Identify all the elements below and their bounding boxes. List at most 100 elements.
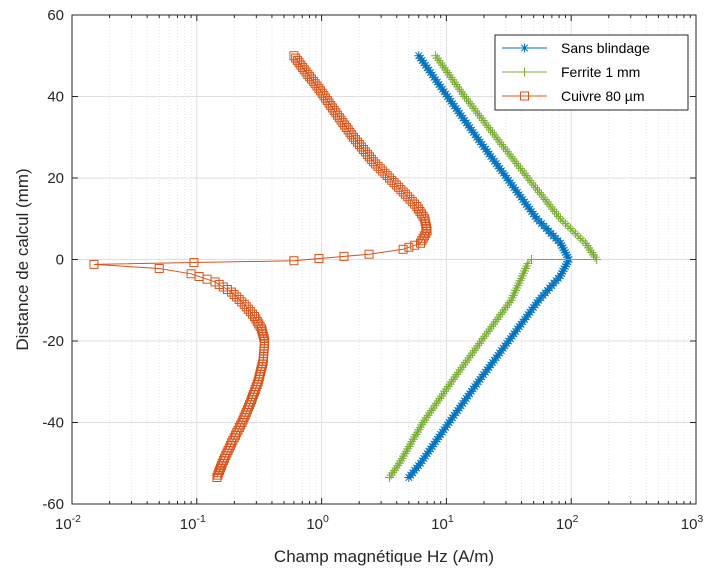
series-marker <box>436 58 446 68</box>
marker-square <box>364 249 374 259</box>
series-marker <box>448 75 458 85</box>
marker-square <box>412 202 422 212</box>
legend-label: Ferrite 1 mm <box>561 64 640 80</box>
x-axis-label: Champ magnétique Hz (A/m) <box>274 547 494 566</box>
series-marker <box>471 343 481 353</box>
series-marker <box>394 182 404 192</box>
series-marker <box>326 100 336 110</box>
series-marker <box>467 348 477 358</box>
series-marker <box>89 259 99 269</box>
series-marker <box>460 92 470 101</box>
series-marker <box>428 403 438 413</box>
series-marker <box>483 326 493 336</box>
series-marker <box>255 321 265 331</box>
marker-square <box>418 211 428 221</box>
series-marker <box>501 302 511 312</box>
marker-square <box>217 458 227 468</box>
marker-square <box>396 185 406 195</box>
series-marker <box>446 72 456 82</box>
marker-square <box>257 326 267 336</box>
series-marker <box>329 105 339 115</box>
series-marker <box>403 444 413 454</box>
series-marker <box>408 434 418 444</box>
series-marker <box>494 312 504 322</box>
marker-square <box>215 463 225 473</box>
marker-square <box>255 321 265 331</box>
series-marker <box>443 68 453 78</box>
series-marker <box>568 226 578 236</box>
series-marker <box>364 249 374 259</box>
series-marker <box>426 406 436 416</box>
series-marker <box>510 156 520 166</box>
series-marker <box>371 159 381 169</box>
series-marker <box>480 118 490 128</box>
marker-square <box>229 290 239 300</box>
series-marker <box>227 287 237 297</box>
series-marker <box>538 192 548 202</box>
series-marker <box>486 125 496 135</box>
marker-square <box>291 53 301 63</box>
series-marker <box>411 429 421 439</box>
series-marker <box>476 336 486 346</box>
marker-square <box>327 103 337 113</box>
marker-square <box>89 259 99 269</box>
series-marker <box>495 137 505 147</box>
series-marker <box>247 309 257 319</box>
x-tick-label-exponent: 3 <box>697 513 703 525</box>
y-tick-label: -20 <box>42 333 64 350</box>
marker-square <box>373 161 383 171</box>
series-marker <box>413 204 423 214</box>
series-marker <box>523 259 533 269</box>
series-marker <box>476 113 486 123</box>
marker-square <box>407 197 417 207</box>
series-marker <box>492 314 502 324</box>
series-marker <box>563 221 573 231</box>
series-marker <box>469 103 479 113</box>
series-marker <box>389 178 399 188</box>
series-marker <box>214 468 224 478</box>
series-marker <box>499 305 509 315</box>
series-marker <box>493 135 503 145</box>
series-marker <box>444 70 454 80</box>
series-marker <box>565 224 575 234</box>
series-marker <box>517 166 527 176</box>
marker-square <box>189 258 199 268</box>
series-marker <box>368 157 378 167</box>
series-marker <box>378 166 388 176</box>
marker-square <box>216 461 226 471</box>
series-marker <box>512 283 522 293</box>
marker-square <box>314 254 324 264</box>
series-marker <box>464 353 474 363</box>
series-marker <box>506 295 516 305</box>
marker-square <box>213 470 223 480</box>
series-marker <box>548 204 558 214</box>
series-marker <box>461 358 471 368</box>
marker-square <box>403 192 413 202</box>
series-marker <box>500 144 510 154</box>
series-marker <box>296 60 306 70</box>
series-marker <box>415 422 425 432</box>
series-marker <box>401 446 411 456</box>
series-marker <box>455 365 465 375</box>
marker-square <box>154 263 164 273</box>
series-marker <box>399 451 409 461</box>
series-marker <box>531 183 541 193</box>
series-marker <box>380 168 390 178</box>
series-marker <box>405 194 415 204</box>
series-marker <box>536 190 546 200</box>
series-marker <box>373 161 383 171</box>
series-marker <box>512 159 522 169</box>
series-marker <box>514 278 524 288</box>
series-marker <box>212 473 222 483</box>
series-marker <box>317 88 327 98</box>
series-marker <box>404 441 414 451</box>
series-marker <box>585 245 595 255</box>
marker-square <box>237 297 247 307</box>
series-marker <box>516 273 526 283</box>
series-marker <box>423 410 433 420</box>
x-tick-label-base: 10 <box>55 516 72 533</box>
marker-square <box>324 98 334 108</box>
series-marker <box>213 470 223 480</box>
marker-square <box>319 91 329 101</box>
series-marker <box>508 290 518 300</box>
